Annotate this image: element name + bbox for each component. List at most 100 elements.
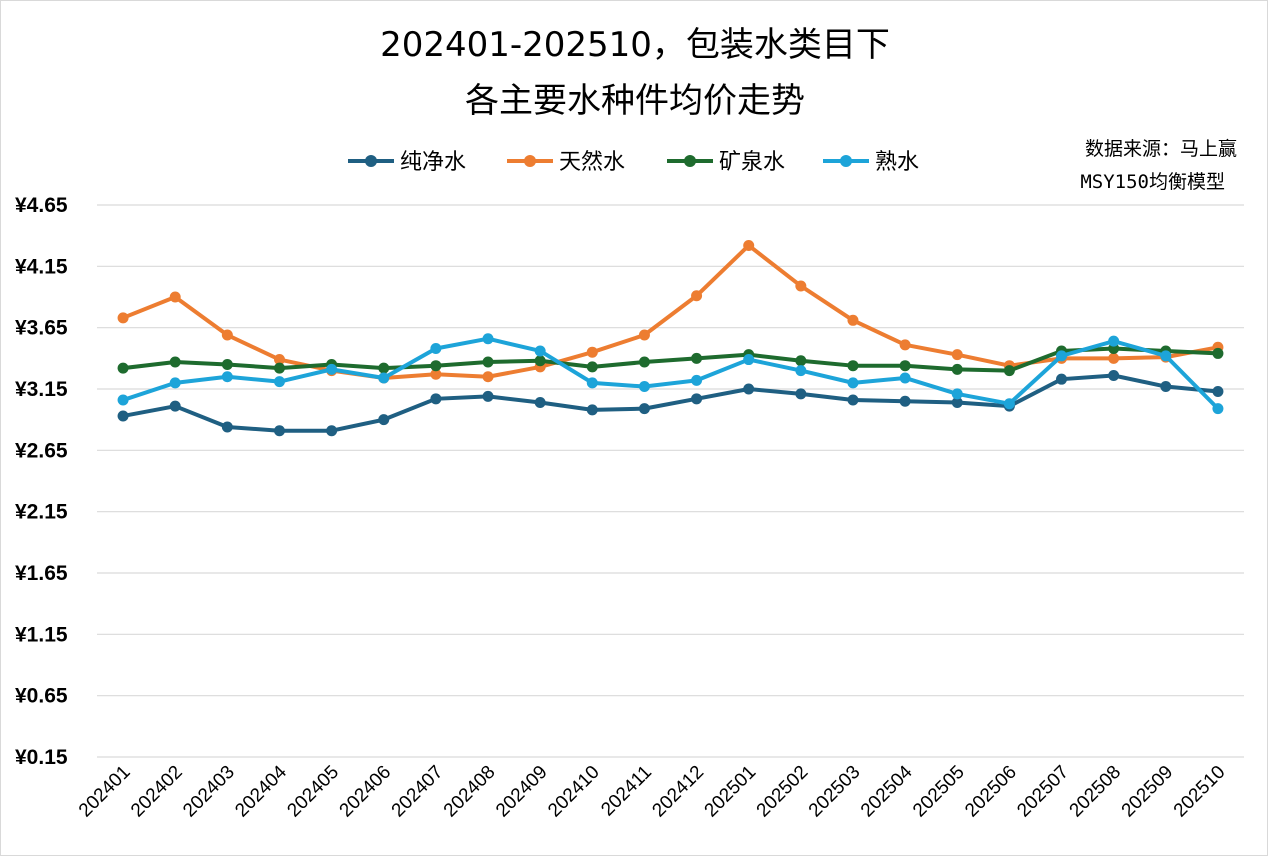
data-point <box>743 239 755 251</box>
data-point <box>1108 370 1120 382</box>
legend-label: 熟水 <box>875 150 919 175</box>
data-point <box>273 354 285 366</box>
series-2 <box>117 343 1224 377</box>
x-tick-label: 202503 <box>805 762 865 822</box>
data-point <box>795 280 807 292</box>
data-point <box>638 356 650 368</box>
data-point <box>1160 381 1172 393</box>
x-tick-label: 202504 <box>857 761 917 821</box>
data-point <box>534 355 546 367</box>
y-axis-ticks: ¥4.65 ¥4.15 ¥3.65 ¥3.15 ¥2.65 ¥2.15 ¥1.65 ¥1.15… <box>15 194 68 769</box>
data-point <box>847 377 859 389</box>
data-point <box>638 329 650 341</box>
data-point <box>117 362 129 374</box>
data-point <box>1108 335 1120 347</box>
legend-swatch-marker <box>840 155 852 167</box>
data-point <box>169 356 181 368</box>
data-point <box>638 381 650 393</box>
y-tick-label: ¥4.65 <box>15 194 68 217</box>
data-point <box>534 345 546 357</box>
data-point <box>691 393 703 405</box>
data-point <box>117 394 129 406</box>
data-point <box>326 425 338 437</box>
y-tick-label: ¥3.15 <box>15 378 68 401</box>
x-tick-label: 202412 <box>648 762 708 822</box>
x-tick-label: 202404 <box>231 761 291 821</box>
y-tick-label: ¥1.65 <box>15 562 68 585</box>
data-point <box>221 371 233 383</box>
x-tick-label: 202411 <box>597 762 656 821</box>
legend-label: 矿泉水 <box>719 150 785 175</box>
data-point <box>326 363 338 375</box>
data-point <box>378 372 390 384</box>
data-point <box>951 349 963 361</box>
x-tick-label: 202507 <box>1013 762 1073 822</box>
data-point <box>899 395 911 407</box>
data-point <box>117 312 129 324</box>
y-tick-label: ¥3.65 <box>15 317 68 340</box>
data-point <box>482 371 494 383</box>
y-tick-label: ¥2.15 <box>15 501 68 524</box>
source-line-1: 数据来源：马上赢 <box>1085 138 1237 160</box>
series-0 <box>117 370 1224 437</box>
data-point <box>691 374 703 386</box>
data-point <box>273 362 285 374</box>
x-axis-ticks: 2024012024022024032024042024052024062024… <box>75 761 1230 821</box>
series-line <box>122 336 1220 411</box>
data-point <box>534 396 546 408</box>
series-line <box>122 243 1219 380</box>
x-tick-label: 202405 <box>283 762 343 822</box>
data-point <box>795 365 807 377</box>
x-tick-label: 202506 <box>961 762 1021 822</box>
data-point <box>743 354 755 366</box>
y-tick-label: ¥1.15 <box>15 623 68 646</box>
data-point <box>847 360 859 372</box>
x-tick-label: 202403 <box>179 762 239 822</box>
chart-title-line-1: 202401-202510，包装水类目下 <box>380 25 890 65</box>
x-tick-label: 202410 <box>544 762 604 822</box>
grid-lines <box>97 204 1244 758</box>
data-point <box>899 339 911 351</box>
data-point <box>169 291 181 303</box>
x-tick-label: 202402 <box>127 762 187 822</box>
data-point <box>586 404 598 416</box>
y-tick-label: ¥4.15 <box>15 255 68 278</box>
data-point <box>221 421 233 433</box>
source-line-2: MSY150均衡模型 <box>1080 171 1225 193</box>
data-point <box>430 393 442 405</box>
data-point <box>795 355 807 367</box>
data-point <box>169 400 181 412</box>
x-tick-label: 202408 <box>440 762 500 822</box>
data-point <box>586 346 598 358</box>
data-point <box>1212 385 1224 397</box>
data-point <box>1212 347 1224 359</box>
data-point <box>638 403 650 415</box>
data-point <box>1160 350 1172 362</box>
x-tick-label: 202409 <box>492 762 552 822</box>
chart-title-line-2: 各主要水种件均价走势 <box>465 81 805 121</box>
x-tick-label: 202406 <box>336 762 396 822</box>
x-tick-label: 202508 <box>1066 762 1126 822</box>
data-point <box>1212 403 1224 415</box>
data-point <box>1056 350 1068 362</box>
legend-label: 纯净水 <box>400 150 466 175</box>
data-point <box>1003 365 1015 377</box>
legend-label: 天然水 <box>559 150 625 175</box>
data-point <box>169 377 181 389</box>
x-tick-label: 202509 <box>1118 762 1178 822</box>
data-point <box>1003 398 1015 410</box>
data-point <box>482 333 494 345</box>
data-point <box>273 425 285 437</box>
legend: 纯净水 天然水 矿泉水 熟水 <box>348 150 919 175</box>
data-point <box>951 396 963 408</box>
x-tick-label: 202505 <box>909 762 969 822</box>
data-point <box>378 362 390 374</box>
data-point <box>586 377 598 389</box>
data-point <box>430 360 442 372</box>
data-point <box>273 376 285 388</box>
x-tick-label: 202510 <box>1170 762 1230 822</box>
series-3 <box>117 333 1224 415</box>
data-point <box>847 394 859 406</box>
